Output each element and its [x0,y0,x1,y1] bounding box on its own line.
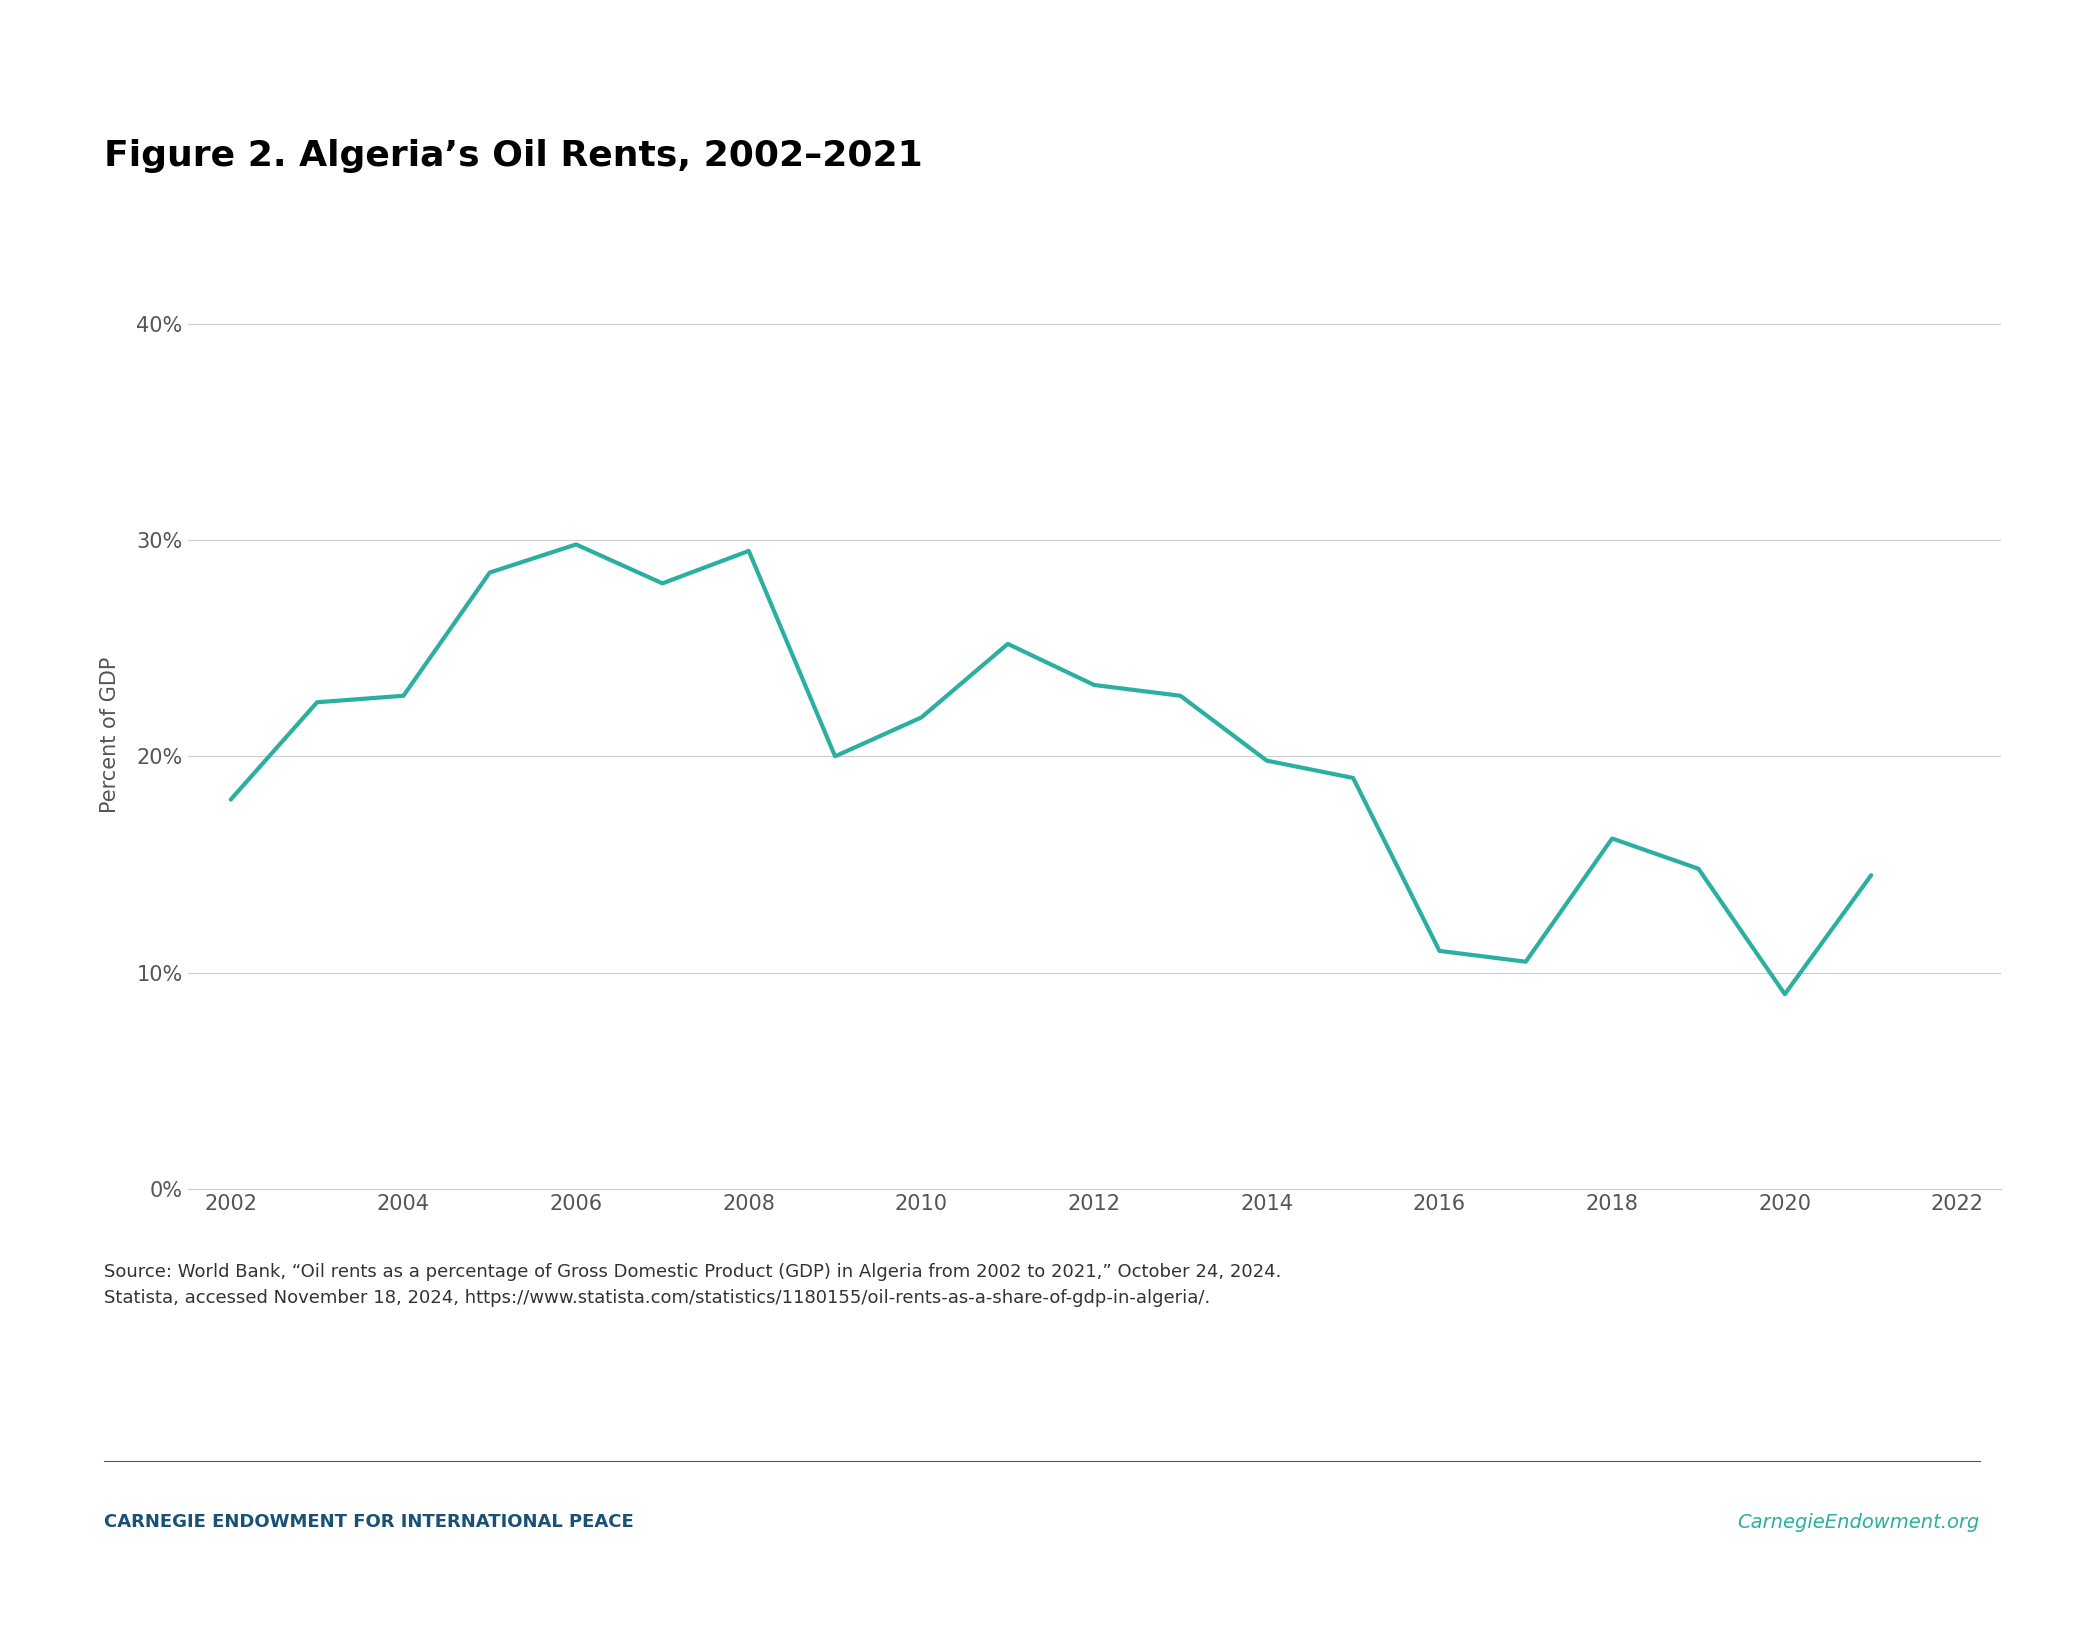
Text: CarnegieEndowment.org: CarnegieEndowment.org [1738,1512,1980,1532]
Text: CARNEGIE ENDOWMENT FOR INTERNATIONAL PEACE: CARNEGIE ENDOWMENT FOR INTERNATIONAL PEA… [104,1514,634,1530]
Text: Figure 2. Algeria’s Oil Rents, 2002–2021: Figure 2. Algeria’s Oil Rents, 2002–2021 [104,139,923,173]
Y-axis label: Percent of GDP: Percent of GDP [100,657,119,812]
Text: Source: World Bank, “Oil rents as a percentage of Gross Domestic Product (GDP) i: Source: World Bank, “Oil rents as a perc… [104,1263,1282,1308]
